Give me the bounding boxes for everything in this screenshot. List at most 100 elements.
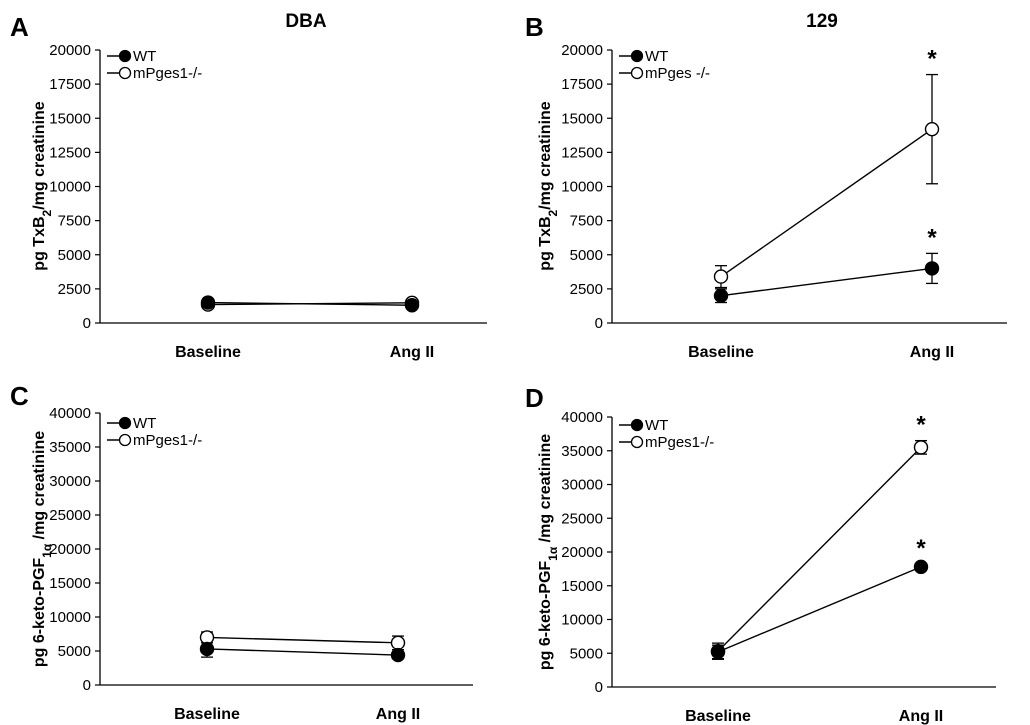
series-line xyxy=(206,636,399,644)
y-tick-label: 25000 xyxy=(561,510,603,527)
data-point xyxy=(713,288,729,303)
data-point xyxy=(710,644,726,660)
y-axis-label: pg 6-keto-PGF1α /mg creatinine xyxy=(537,434,560,670)
y-tick-label: 40000 xyxy=(49,405,91,422)
legend-label: WT xyxy=(645,48,668,65)
y-tick-label: 15000 xyxy=(561,578,603,595)
x-tick-label: Baseline xyxy=(685,708,751,725)
data-point xyxy=(924,121,940,137)
y-tick-label: 12500 xyxy=(49,144,91,161)
data-point xyxy=(913,559,929,575)
x-tick-label: Ang II xyxy=(390,344,434,361)
legend-marker xyxy=(630,435,644,449)
y-tick-label: 0 xyxy=(83,677,91,694)
y-tick-label: 10000 xyxy=(49,179,91,196)
chart-panel-b: B 129 0 2500 5000 7500 10000 12500 15000 17500 200… xyxy=(525,11,1007,361)
y-tick-label: 10000 xyxy=(49,609,91,626)
y-axis-label: pg TxB2/mg creatinine xyxy=(537,101,560,270)
data-point xyxy=(390,647,406,663)
y-tick-label: 0 xyxy=(595,315,603,332)
y-tick-label: 7500 xyxy=(570,213,603,230)
x-tick-label: Ang II xyxy=(899,708,943,725)
y-tick-label: 15000 xyxy=(49,110,91,127)
data-point xyxy=(924,261,940,276)
data-point xyxy=(404,298,420,313)
legend-label: WT xyxy=(645,417,668,434)
legend-marker xyxy=(630,49,644,63)
y-axis-label-part: pg TxB xyxy=(31,216,48,270)
y-tick-label: 5000 xyxy=(58,247,91,264)
y-tick-label: 30000 xyxy=(49,473,91,490)
y-axis-label: pg TxB2/mg creatinine xyxy=(31,101,54,270)
series-line xyxy=(717,446,922,652)
y-tick-label: 2500 xyxy=(570,281,603,298)
y-axis-label-part: /mg creatinine xyxy=(537,434,554,547)
y-tick-label: 15000 xyxy=(49,575,91,592)
data-point xyxy=(200,295,216,310)
y-tick-label: 17500 xyxy=(561,76,603,93)
series-line xyxy=(720,128,933,278)
y-axis-label-part: /mg creatinine xyxy=(31,431,48,544)
legend-label: mPges1-/- xyxy=(645,434,714,451)
legend-label: WT xyxy=(133,415,156,432)
y-axis-label-part: pg 6-keto-PGF xyxy=(31,558,48,668)
y-tick-label: 40000 xyxy=(561,409,603,426)
legend-marker xyxy=(118,66,132,80)
legend-marker xyxy=(118,49,132,63)
y-tick-label: 5000 xyxy=(58,643,91,660)
legend-label: mPges1-/- xyxy=(133,432,202,449)
y-tick-label: 35000 xyxy=(49,439,91,456)
series-line xyxy=(717,566,922,653)
significance-marker: * xyxy=(916,535,926,562)
panel-letter: B xyxy=(525,12,544,42)
chart-title: 129 xyxy=(806,11,838,32)
y-tick-label: 20000 xyxy=(561,42,603,59)
legend-marker xyxy=(118,416,132,430)
panel-letter: D xyxy=(525,383,544,413)
y-axis-label-part: 2 xyxy=(40,209,54,216)
y-tick-label: 20000 xyxy=(49,42,91,59)
y-tick-label: 35000 xyxy=(561,443,603,460)
data-point xyxy=(713,269,729,284)
significance-marker: * xyxy=(927,46,937,73)
y-axis-label-part: 1α xyxy=(546,546,560,561)
legend-marker xyxy=(630,66,644,80)
y-axis-label: pg 6-keto-PGF1α /mg creatinine xyxy=(31,431,54,667)
y-axis-label-part: /mg creatinine xyxy=(31,101,48,210)
y-axis-label-part: pg 6-keto-PGF xyxy=(537,561,554,671)
y-tick-label: 5000 xyxy=(570,247,603,264)
x-tick-label: Baseline xyxy=(174,706,240,723)
data-point xyxy=(199,641,215,657)
y-tick-label: 20000 xyxy=(561,544,603,561)
series-line xyxy=(207,302,413,306)
series-line xyxy=(720,267,933,297)
y-axis-label-part: pg TxB xyxy=(537,216,554,270)
x-tick-label: Baseline xyxy=(688,344,754,361)
chart-panel-d: D 0 5000 10000 15000 20000 25000 30000 35000 4000… xyxy=(525,383,996,725)
legend-marker xyxy=(630,418,644,432)
y-axis-label-part: /mg creatinine xyxy=(537,101,554,210)
legend-label: mPges1-/- xyxy=(133,65,202,82)
panel-letter: A xyxy=(10,12,29,42)
y-tick-label: 5000 xyxy=(570,645,603,662)
significance-marker: * xyxy=(927,224,937,251)
data-point xyxy=(390,635,406,651)
y-tick-label: 12500 xyxy=(561,144,603,161)
y-tick-label: 30000 xyxy=(561,477,603,494)
y-tick-label: 2500 xyxy=(58,281,91,298)
y-axis-label-part: 1α xyxy=(40,543,54,558)
legend-label: WT xyxy=(133,48,156,65)
x-tick-label: Ang II xyxy=(376,706,420,723)
y-tick-label: 10000 xyxy=(561,179,603,196)
chart-panel-c: C 0 5000 10000 15000 20000 25000 30000 35000 4000… xyxy=(10,381,473,723)
x-tick-label: Baseline xyxy=(175,344,241,361)
significance-marker: * xyxy=(916,412,926,439)
chart-panel-a: A DBA 0 2500 5000 7500 10000 12500 15000 17500 200… xyxy=(10,11,487,361)
y-tick-label: 15000 xyxy=(561,110,603,127)
legend-marker xyxy=(118,433,132,447)
y-tick-label: 10000 xyxy=(561,612,603,629)
legend-label: mPges -/- xyxy=(645,65,710,82)
y-tick-label: 20000 xyxy=(49,541,91,558)
y-tick-label: 17500 xyxy=(49,76,91,93)
